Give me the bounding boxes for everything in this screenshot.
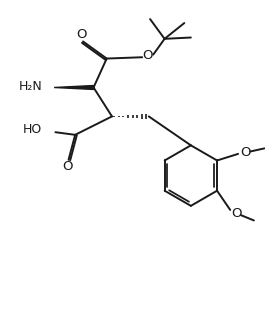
Text: O: O bbox=[76, 28, 86, 41]
Text: O: O bbox=[240, 146, 251, 158]
Text: O: O bbox=[143, 49, 153, 61]
Polygon shape bbox=[54, 86, 94, 89]
Text: HO: HO bbox=[23, 123, 42, 136]
Text: O: O bbox=[231, 207, 242, 220]
Text: O: O bbox=[62, 160, 73, 173]
Text: H₂N: H₂N bbox=[19, 80, 43, 93]
